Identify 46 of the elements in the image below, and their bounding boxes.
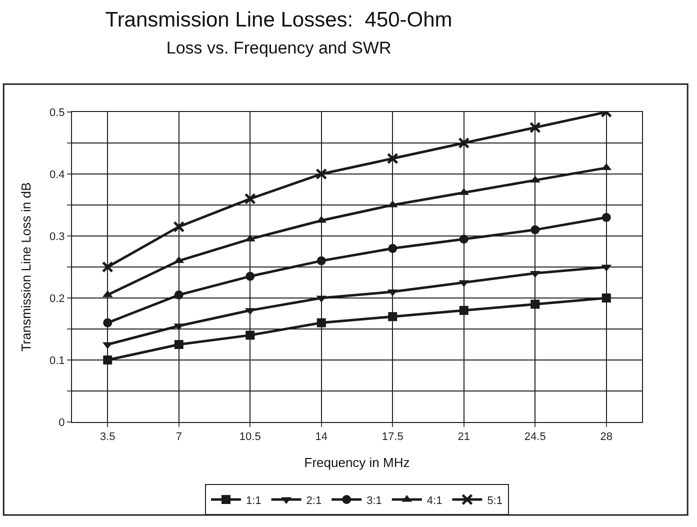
point xyxy=(244,193,256,205)
point xyxy=(174,340,184,349)
point xyxy=(173,220,185,232)
point xyxy=(103,356,112,364)
x-axis-title: Frequency in MHz xyxy=(304,454,410,470)
x-tick-label: 10.5 xyxy=(239,431,261,444)
point xyxy=(602,212,611,222)
point xyxy=(246,272,255,281)
y-tick-label: 0 xyxy=(58,416,65,429)
point xyxy=(458,137,470,149)
point xyxy=(459,306,468,315)
point xyxy=(529,122,541,134)
x-tick-label: 7 xyxy=(176,431,182,444)
legend-label: 5:1 xyxy=(487,494,502,507)
point xyxy=(316,256,326,266)
point xyxy=(103,318,112,328)
point xyxy=(459,234,468,244)
point xyxy=(174,290,184,300)
point xyxy=(602,294,611,302)
x-tick-label: 28 xyxy=(600,431,613,444)
point xyxy=(530,300,540,309)
legend-label: 3:1 xyxy=(366,494,382,507)
x-tick-label: 24.5 xyxy=(524,431,546,444)
point xyxy=(386,152,398,164)
y-tick-label: 0.2 xyxy=(50,292,65,305)
y-tick-label: 0.4 xyxy=(50,168,65,181)
legend-label: 4:1 xyxy=(426,494,442,507)
x-tick-label: 3.5 xyxy=(100,431,116,444)
x-tick-label: 17.5 xyxy=(382,431,404,444)
legend-label: 2:1 xyxy=(306,494,322,507)
point xyxy=(388,244,398,253)
y-tick-label: 0.5 xyxy=(50,106,65,119)
point xyxy=(102,261,114,273)
chart-title: Transmission Line Losses: 450-Ohm xyxy=(105,8,452,32)
point xyxy=(530,225,540,234)
x-tick-label: 14 xyxy=(315,431,328,444)
point xyxy=(316,318,326,328)
chart-subtitle: Loss vs. Frequency and SWR xyxy=(166,38,392,58)
point xyxy=(246,330,255,340)
x-tick-label: 21 xyxy=(458,431,470,444)
point xyxy=(388,312,398,322)
y-tick-label: 0.1 xyxy=(50,354,65,367)
y-axis-title: Transmission Line Loss in dB xyxy=(18,182,34,352)
legend-label: 1:1 xyxy=(246,494,262,507)
point xyxy=(316,168,328,180)
y-tick-label: 0.3 xyxy=(50,230,65,243)
